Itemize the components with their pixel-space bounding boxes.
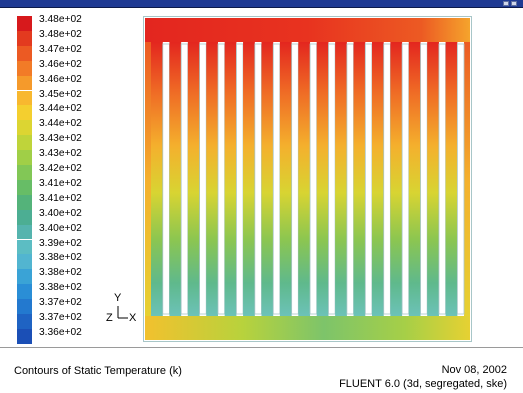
axis-triad: Y Z X [106,292,146,332]
legend-swatch [17,194,32,210]
legend-swatch [17,105,32,121]
plot-date: Nov 08, 2002 [441,364,507,376]
channel-flow-region [427,42,439,316]
channel-group [145,42,470,316]
channel-flow-region [316,42,329,316]
channel-flow-region [261,42,274,316]
bottom-header-region [145,316,470,340]
legend-swatch [17,284,32,300]
channel-flow-region [206,42,219,316]
right-wall [464,42,470,316]
legend-swatch [17,269,32,285]
legend-label: 3.36e+02 [39,326,82,338]
legend-swatch [17,135,32,151]
legend-label: 3.46e+02 [39,73,82,85]
legend-swatch [17,224,32,240]
legend-swatch [17,30,32,46]
legend-label: 3.44e+02 [39,103,82,115]
channel-flow-region [353,42,366,316]
legend-swatch [17,120,32,136]
channel-separator [162,43,170,315]
channel-flow-region [408,42,421,316]
x-axis-label: X [129,312,137,324]
channel-flow-region [187,42,200,316]
legend-swatch [17,254,32,270]
channel-flow-region [298,42,311,316]
legend-label: 3.44e+02 [39,118,82,130]
legend-label: 3.40e+02 [39,222,82,234]
channel-separator [180,43,189,315]
left-wall [145,42,151,316]
legend-label: 3.48e+02 [39,14,82,25]
channel-flow-region [335,42,347,316]
legend-label: 3.37e+02 [39,312,82,323]
channel-separator [254,43,262,315]
channel-separator [236,43,244,315]
legend-label: 3.43e+02 [39,148,82,160]
legend-label: 3.48e+02 [39,28,82,40]
legend-swatch [17,150,32,165]
channel-flow-region [279,42,292,316]
axis-triad-graphic [117,306,128,319]
legend-swatch [17,299,32,314]
legend-label: 3.38e+02 [39,282,82,294]
channel-flow-region [243,42,255,316]
legend-swatch [17,75,32,91]
temperature-contour-plot[interactable] [143,16,472,342]
legend-label: 3.38e+02 [39,267,82,279]
channel-flow-region [224,42,237,316]
legend-swatch [17,60,32,76]
y-axis-label: Y [114,292,122,304]
channel-separator [456,43,465,315]
legend-label: 3.47e+02 [39,43,82,55]
solver-version: FLUENT 6.0 (3d, segregated, ske) [339,378,507,390]
legend-swatch [17,90,32,106]
top-header-region [145,18,470,42]
legend-swatch [17,328,32,344]
legend-swatch [17,209,32,225]
legend-swatch [17,165,32,180]
close-button[interactable] [511,1,517,6]
channel-separator [364,43,373,315]
legend-swatch [17,239,32,255]
legend-label: 3.46e+02 [39,58,82,70]
channel-separator [199,43,207,315]
plot-caption: Contours of Static Temperature (k) [14,365,182,377]
domain-frame [143,16,472,342]
legend-swatch [17,45,32,61]
channel-flow-region [390,42,403,316]
channel-separator [217,43,226,315]
legend-swatch [17,179,32,195]
legend-label: 3.43e+02 [39,133,82,145]
legend-label: 3.40e+02 [39,207,82,219]
channel-separator [328,43,336,315]
legend-swatch [17,16,32,31]
z-axis-label: Z [106,312,113,324]
minimize-button[interactable] [503,1,509,6]
channel-separator [309,43,318,315]
channel-flow-region [445,42,458,316]
channel-separator [420,43,428,315]
footer-divider [0,347,523,348]
legend-swatch [17,314,32,329]
channel-separator [272,43,281,315]
channel-separator [291,43,299,315]
channel-flow-region [371,42,384,316]
channel-separator [346,43,354,315]
legend-label: 3.38e+02 [39,252,82,264]
window-title-bar[interactable] [0,0,523,8]
channel-separator [438,43,446,315]
channel-flow-region [169,42,182,316]
legend-label: 3.42e+02 [39,163,82,174]
legend-label: 3.41e+02 [39,192,82,204]
legend-label: 3.41e+02 [39,177,82,189]
channel-separator [401,43,410,315]
channel-separator [383,43,391,315]
legend-label: 3.45e+02 [39,88,82,100]
legend-label: 3.37e+02 [39,297,82,309]
channel-flow-region [151,42,163,316]
legend-label: 3.39e+02 [39,237,82,249]
